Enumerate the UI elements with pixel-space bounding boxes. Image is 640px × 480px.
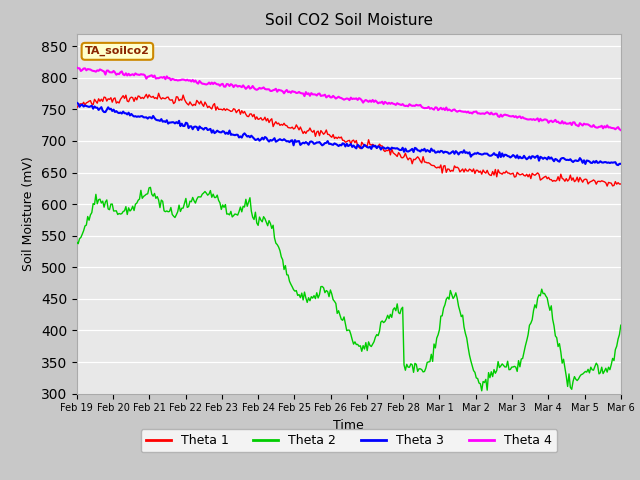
Y-axis label: Soil Moisture (mV): Soil Moisture (mV) bbox=[22, 156, 35, 271]
Legend: Theta 1, Theta 2, Theta 3, Theta 4: Theta 1, Theta 2, Theta 3, Theta 4 bbox=[141, 429, 557, 452]
Title: Soil CO2 Soil Moisture: Soil CO2 Soil Moisture bbox=[265, 13, 433, 28]
Text: TA_soilco2: TA_soilco2 bbox=[85, 46, 150, 57]
X-axis label: Time: Time bbox=[333, 419, 364, 432]
